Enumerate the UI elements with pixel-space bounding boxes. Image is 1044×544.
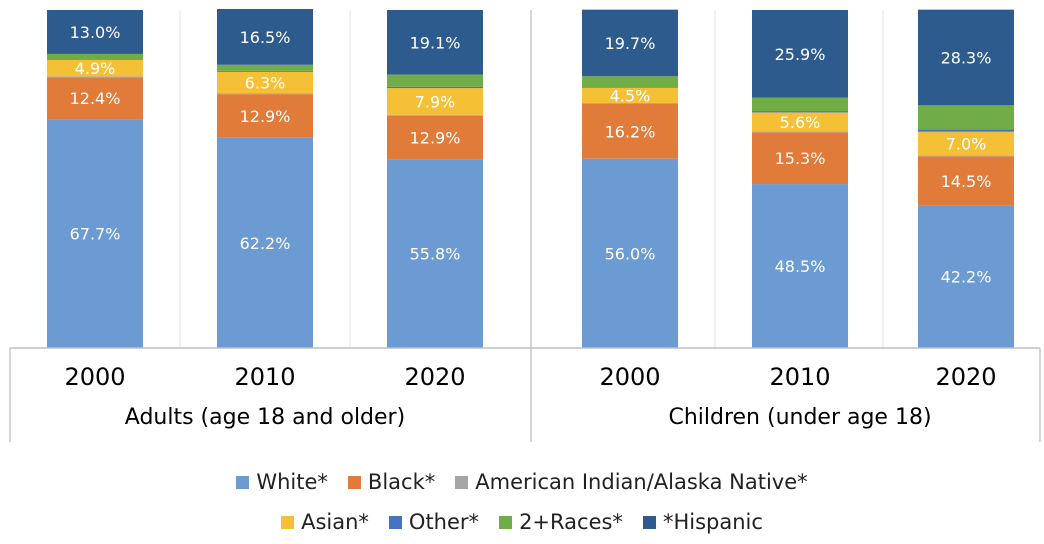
legend-label-two-plus-races: 2+Races*: [519, 510, 623, 534]
bar-segment-white-5: [752, 184, 848, 348]
bar-segment-american-indian-alaska-native-3: [387, 114, 483, 116]
bar-segment-white-1: [47, 119, 143, 348]
bar-segment-2-races-6: [918, 105, 1014, 130]
x-tick-label-5: 2010: [769, 363, 830, 391]
bar-segment-other-1: [47, 59, 143, 60]
legend-row-2: Asian* Other* 2+Races* *Hispanic: [0, 502, 1044, 542]
legend-label-black: Black*: [367, 470, 436, 494]
bar-segment-2-races-3: [387, 74, 483, 87]
x-tick-label-1: 2000: [64, 363, 125, 391]
legend-item-black: Black*: [347, 470, 436, 494]
bar-segment-white-3: [387, 159, 483, 348]
legend-item-other: Other*: [388, 510, 480, 534]
data-label-black-2: 12.9%: [240, 107, 291, 126]
data-label-asian-2: 6.3%: [245, 74, 286, 93]
legend-swatch-hispanic: [642, 515, 656, 529]
bar-segment-asian-5: [752, 112, 848, 132]
legend-label-hispanic: *Hispanic: [662, 510, 763, 534]
legend-swatch-black: [347, 475, 361, 489]
legend-row-1: White* Black* American Indian/Alaska Nat…: [0, 462, 1044, 502]
legend-swatch-white: [236, 475, 250, 489]
bar-segment-hispanic-1: [47, 10, 143, 54]
data-label-asian-1: 4.9%: [75, 59, 116, 78]
data-label-black-6: 14.5%: [941, 172, 992, 191]
bar-segment-hispanic-2: [217, 8, 313, 65]
legend-swatch-other: [388, 515, 402, 529]
legend-label-white: White*: [256, 470, 328, 494]
bar-segment-american-indian-alaska-native-5: [752, 131, 848, 133]
bar-segment-2-races-2: [217, 64, 313, 71]
bar-segment-hispanic-3: [387, 10, 483, 75]
data-label-white-4: 56.0%: [605, 244, 656, 263]
data-label-black-3: 12.9%: [410, 129, 461, 148]
bar-segment-other-2: [217, 70, 313, 72]
data-label-asian-4: 4.5%: [610, 86, 651, 105]
bar-segment-black-1: [47, 77, 143, 120]
bar-segment-hispanic-6: [918, 9, 1014, 106]
bar-segment-asian-4: [582, 87, 678, 103]
legend-label-american-indian: American Indian/Alaska Native*: [475, 470, 808, 494]
bar-segment-american-indian-alaska-native-2: [217, 93, 313, 95]
bar-segment-asian-6: [918, 131, 1014, 156]
legend-swatch-american-indian: [455, 475, 469, 489]
bar-segment-american-indian-alaska-native-1: [47, 76, 143, 78]
data-label-asian-3: 7.9%: [415, 92, 456, 111]
legend-item-american-indian: American Indian/Alaska Native*: [455, 470, 808, 494]
data-label-white-6: 42.2%: [941, 268, 992, 287]
bar-segment-black-6: [918, 156, 1014, 206]
data-label-black-5: 15.3%: [775, 149, 826, 168]
data-label-white-5: 48.5%: [775, 257, 826, 276]
data-label-white-3: 55.8%: [410, 245, 461, 264]
bar-segment-american-indian-alaska-native-6: [918, 155, 1014, 157]
legend-swatch-two-plus-races: [499, 515, 513, 529]
bar-segment-other-3: [387, 86, 483, 89]
legend: White* Black* American Indian/Alaska Nat…: [0, 462, 1044, 542]
x-tick-label-4: 2000: [599, 363, 660, 391]
legend-label-other: Other*: [408, 510, 480, 534]
bar-segment-black-2: [217, 94, 313, 138]
legend-item-white: White*: [236, 470, 328, 494]
legend-swatch-asian: [281, 515, 295, 529]
bar-segment-black-3: [387, 115, 483, 160]
bar-segment-2-races-4: [582, 76, 678, 88]
bar-segment-black-4: [582, 103, 678, 159]
group-label-1: Adults (age 18 and older): [125, 405, 405, 430]
data-label-hispanic-5: 25.9%: [775, 45, 826, 64]
bar-segment-asian-3: [387, 88, 483, 115]
bar-segment-other-5: [752, 111, 848, 113]
legend-item-hispanic: *Hispanic: [642, 510, 763, 534]
x-tick-label-3: 2020: [404, 363, 465, 391]
bar-segment-2-races-5: [752, 97, 848, 112]
stacked-bar-chart: 67.7% 12.4% 4.9% 13.0% 2000 62.2% 12.9% 6.3% 16.…: [9, 8, 1041, 442]
group-label-2: Children (under age 18): [668, 405, 931, 430]
bar-segment-other-6: [918, 129, 1014, 132]
data-label-asian-6: 7.0%: [946, 135, 987, 154]
data-label-hispanic-2: 16.5%: [240, 28, 291, 47]
data-label-black-1: 12.4%: [70, 89, 121, 108]
x-tick-label-2: 2010: [234, 363, 295, 391]
bar-segment-asian-2: [217, 71, 313, 94]
bar-segment-american-indian-alaska-native-4: [582, 102, 678, 104]
data-label-white-2: 62.2%: [240, 234, 291, 253]
bar-segment-black-5: [752, 132, 848, 185]
data-label-asian-5: 5.6%: [780, 113, 821, 132]
data-label-hispanic-4: 19.7%: [605, 34, 656, 53]
data-label-hispanic-3: 19.1%: [410, 33, 461, 52]
x-tick-label-6: 2020: [935, 363, 996, 391]
bar-segment-white-6: [918, 205, 1014, 348]
data-label-hispanic-1: 13.0%: [70, 23, 121, 42]
bar-segment-white-4: [582, 158, 678, 348]
bar-segment-2-races-1: [47, 53, 143, 60]
legend-label-asian: Asian*: [301, 510, 369, 534]
data-label-black-4: 16.2%: [605, 122, 656, 141]
data-label-white-1: 67.7%: [70, 225, 121, 244]
bar-segment-hispanic-4: [582, 9, 678, 77]
legend-item-asian: Asian*: [281, 510, 369, 534]
bar-segment-other-4: [582, 87, 678, 88]
bar-segment-white-2: [217, 137, 313, 348]
data-label-hispanic-6: 28.3%: [941, 48, 992, 67]
bar-segment-hispanic-5: [752, 10, 848, 98]
legend-item-two-plus-races: 2+Races*: [499, 510, 623, 534]
bar-segment-asian-1: [47, 59, 143, 77]
